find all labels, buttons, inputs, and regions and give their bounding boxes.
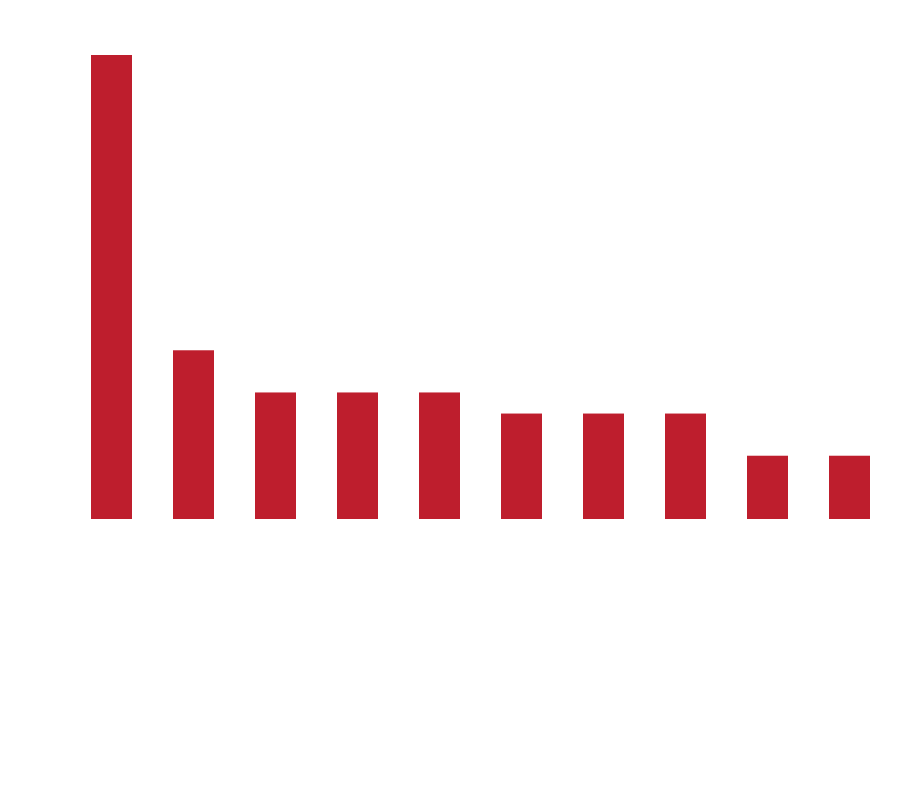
bar (91, 55, 132, 519)
bar (829, 455, 870, 519)
bar (255, 392, 296, 519)
bar (665, 413, 706, 519)
bar (747, 455, 788, 519)
bar (583, 413, 624, 519)
bar (337, 392, 378, 519)
bar (173, 350, 214, 519)
bar (419, 392, 460, 519)
bar (501, 413, 542, 519)
